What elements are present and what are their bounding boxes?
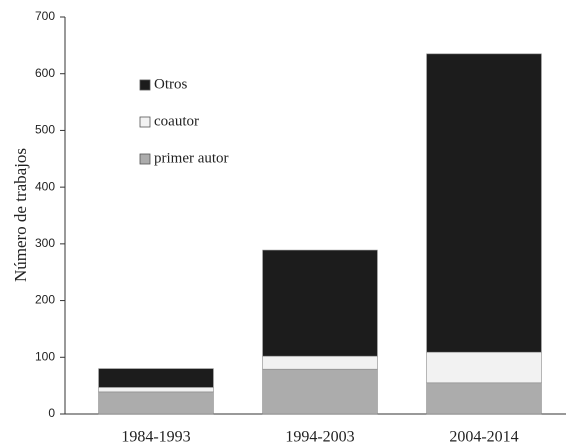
legend-label: primer autor bbox=[154, 150, 229, 166]
bar-segment bbox=[262, 355, 378, 370]
y-tick-label: 100 bbox=[35, 349, 55, 363]
bar-segment bbox=[262, 249, 378, 357]
y-tick-label: 700 bbox=[35, 9, 55, 23]
bar-segment bbox=[426, 382, 542, 415]
legend-label: coautor bbox=[154, 113, 199, 129]
x-tick-label: 1984-1993 bbox=[121, 429, 190, 446]
y-tick-label: 0 bbox=[48, 406, 55, 420]
bar-segment bbox=[98, 368, 214, 388]
bar-segment bbox=[98, 391, 214, 415]
y-tick-label: 400 bbox=[35, 179, 55, 193]
bar-segment bbox=[262, 368, 378, 415]
bar-segment bbox=[426, 351, 542, 384]
x-tick-label: 2004-2014 bbox=[449, 429, 518, 446]
y-tick-label: 300 bbox=[35, 236, 55, 250]
y-tick-label: 500 bbox=[35, 123, 55, 137]
y-tick-label: 200 bbox=[35, 293, 55, 307]
legend-swatch bbox=[139, 116, 151, 128]
y-axis-label: Número de trabajos bbox=[11, 148, 30, 282]
legend-swatch bbox=[139, 153, 151, 165]
legend-label: Otros bbox=[154, 76, 187, 92]
y-tick-label: 600 bbox=[35, 66, 55, 80]
bar-segment bbox=[98, 387, 214, 393]
legend-swatch bbox=[139, 79, 151, 91]
bar-segment bbox=[426, 53, 542, 353]
x-tick-label: 1994-2003 bbox=[285, 429, 354, 446]
